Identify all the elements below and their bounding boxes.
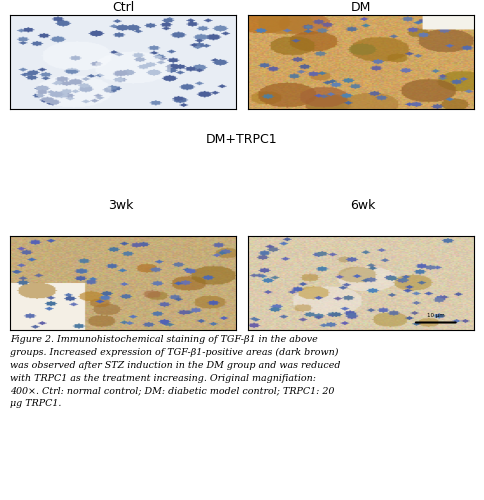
Text: 6wk: 6wk xyxy=(350,199,376,212)
Text: 10 µm: 10 µm xyxy=(427,313,445,318)
Title: Ctrl: Ctrl xyxy=(112,1,134,14)
Title: DM: DM xyxy=(351,1,371,14)
Text: 3wk: 3wk xyxy=(108,199,134,212)
Text: DM+TRPC1: DM+TRPC1 xyxy=(206,133,278,146)
Text: Figure 2. Immunohistochemical staining of TGF-β1 in the above
groups. Increased : Figure 2. Immunohistochemical staining o… xyxy=(10,335,340,408)
